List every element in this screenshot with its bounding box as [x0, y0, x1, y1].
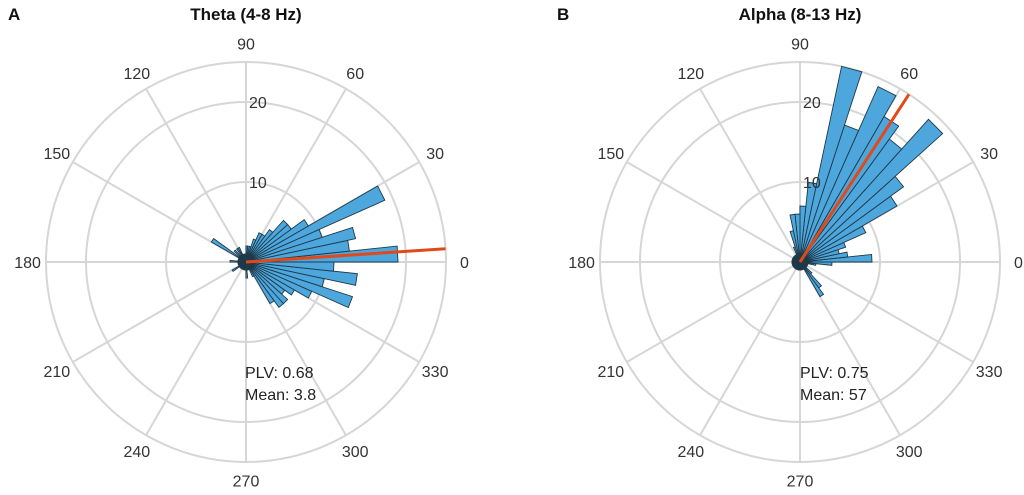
histogram-bar — [799, 65, 863, 263]
histogram-bars-theta — [210, 185, 399, 309]
plv-annotation-alpha: PLV: 0.75 — [800, 365, 869, 382]
angle-tick-label: 240 — [123, 444, 150, 461]
angle-tick-label: 330 — [422, 364, 449, 381]
mean-direction-line — [798, 93, 911, 263]
angle-ticks-alpha: 0 30 60 90 120 150 180 210 240 270 300 330 — [568, 37, 1023, 491]
radial-tick-label: 10 — [803, 175, 821, 192]
panel-letter-a: A — [8, 5, 20, 24]
angle-tick-label: 240 — [677, 444, 704, 461]
angle-tick-label: 210 — [598, 364, 625, 381]
grid-spoke — [626, 261, 801, 363]
mean-annotation-alpha: Mean: 57 — [800, 387, 867, 404]
angle-ticks-theta: 0 30 60 90 120 150 180 210 240 270 300 330 — [14, 37, 469, 491]
grid-spoke — [145, 261, 247, 436]
angle-tick-label: 60 — [900, 66, 918, 83]
panel-letter-b: B — [557, 5, 569, 24]
angle-tick-label: 270 — [233, 473, 260, 490]
chart-title-alpha: Alpha (8-13 Hz) — [739, 5, 862, 24]
mean-annotation-theta: Mean: 3.8 — [245, 387, 316, 404]
mean-line-alpha — [798, 93, 911, 263]
radial-ticks-theta: 10 20 — [249, 95, 267, 192]
mean-direction-line — [245, 247, 446, 264]
angle-tick-label: 300 — [896, 444, 923, 461]
grid-spoke — [699, 261, 801, 436]
angle-tick-label: 0 — [460, 255, 469, 272]
angle-tick-label: 30 — [980, 146, 998, 163]
angle-tick-label: 30 — [426, 146, 444, 163]
angle-tick-label: 120 — [123, 66, 150, 83]
chart-title-theta: Theta (4-8 Hz) — [190, 5, 301, 24]
histogram-bars-alpha — [789, 65, 944, 298]
angle-tick-label: 300 — [342, 444, 369, 461]
angle-tick-label: 270 — [787, 473, 814, 490]
grid-spoke — [145, 88, 247, 263]
grid-spoke — [72, 261, 247, 363]
angle-tick-label: 150 — [598, 146, 625, 163]
angle-tick-label: 180 — [568, 255, 595, 272]
angle-tick-label: 210 — [44, 364, 71, 381]
radial-tick-label: 20 — [249, 95, 267, 112]
grid-spoke — [245, 88, 347, 263]
grid-spoke — [799, 261, 974, 363]
histogram-bar — [245, 185, 386, 263]
radial-ticks-alpha: 10 20 — [803, 95, 821, 192]
plv-annotation-theta: PLV: 0.68 — [245, 365, 314, 382]
grid-spoke — [699, 88, 801, 263]
panel-b: B Alpha (8-13 Hz) 0 30 60 90 120 150 180 210 240… — [557, 5, 1023, 490]
angle-tick-label: 120 — [677, 66, 704, 83]
angle-tick-label: 330 — [976, 364, 1003, 381]
angle-tick-label: 0 — [1014, 255, 1023, 272]
mean-line-theta — [245, 247, 446, 264]
angle-tick-label: 60 — [346, 66, 364, 83]
angle-tick-label: 90 — [237, 37, 255, 54]
histogram-bar — [245, 261, 255, 278]
angle-tick-label: 90 — [791, 37, 809, 54]
radial-tick-label: 10 — [249, 175, 267, 192]
angle-tick-label: 150 — [44, 146, 71, 163]
histogram-bar — [799, 261, 805, 270]
histogram-bar — [210, 237, 247, 263]
panel-a: A Theta (4-8 Hz) 0 30 60 90 120 150 180 210 240 2… — [8, 5, 469, 490]
angle-tick-label: 180 — [14, 255, 41, 272]
radial-tick-label: 20 — [803, 95, 821, 112]
grid-spoke — [626, 161, 801, 263]
